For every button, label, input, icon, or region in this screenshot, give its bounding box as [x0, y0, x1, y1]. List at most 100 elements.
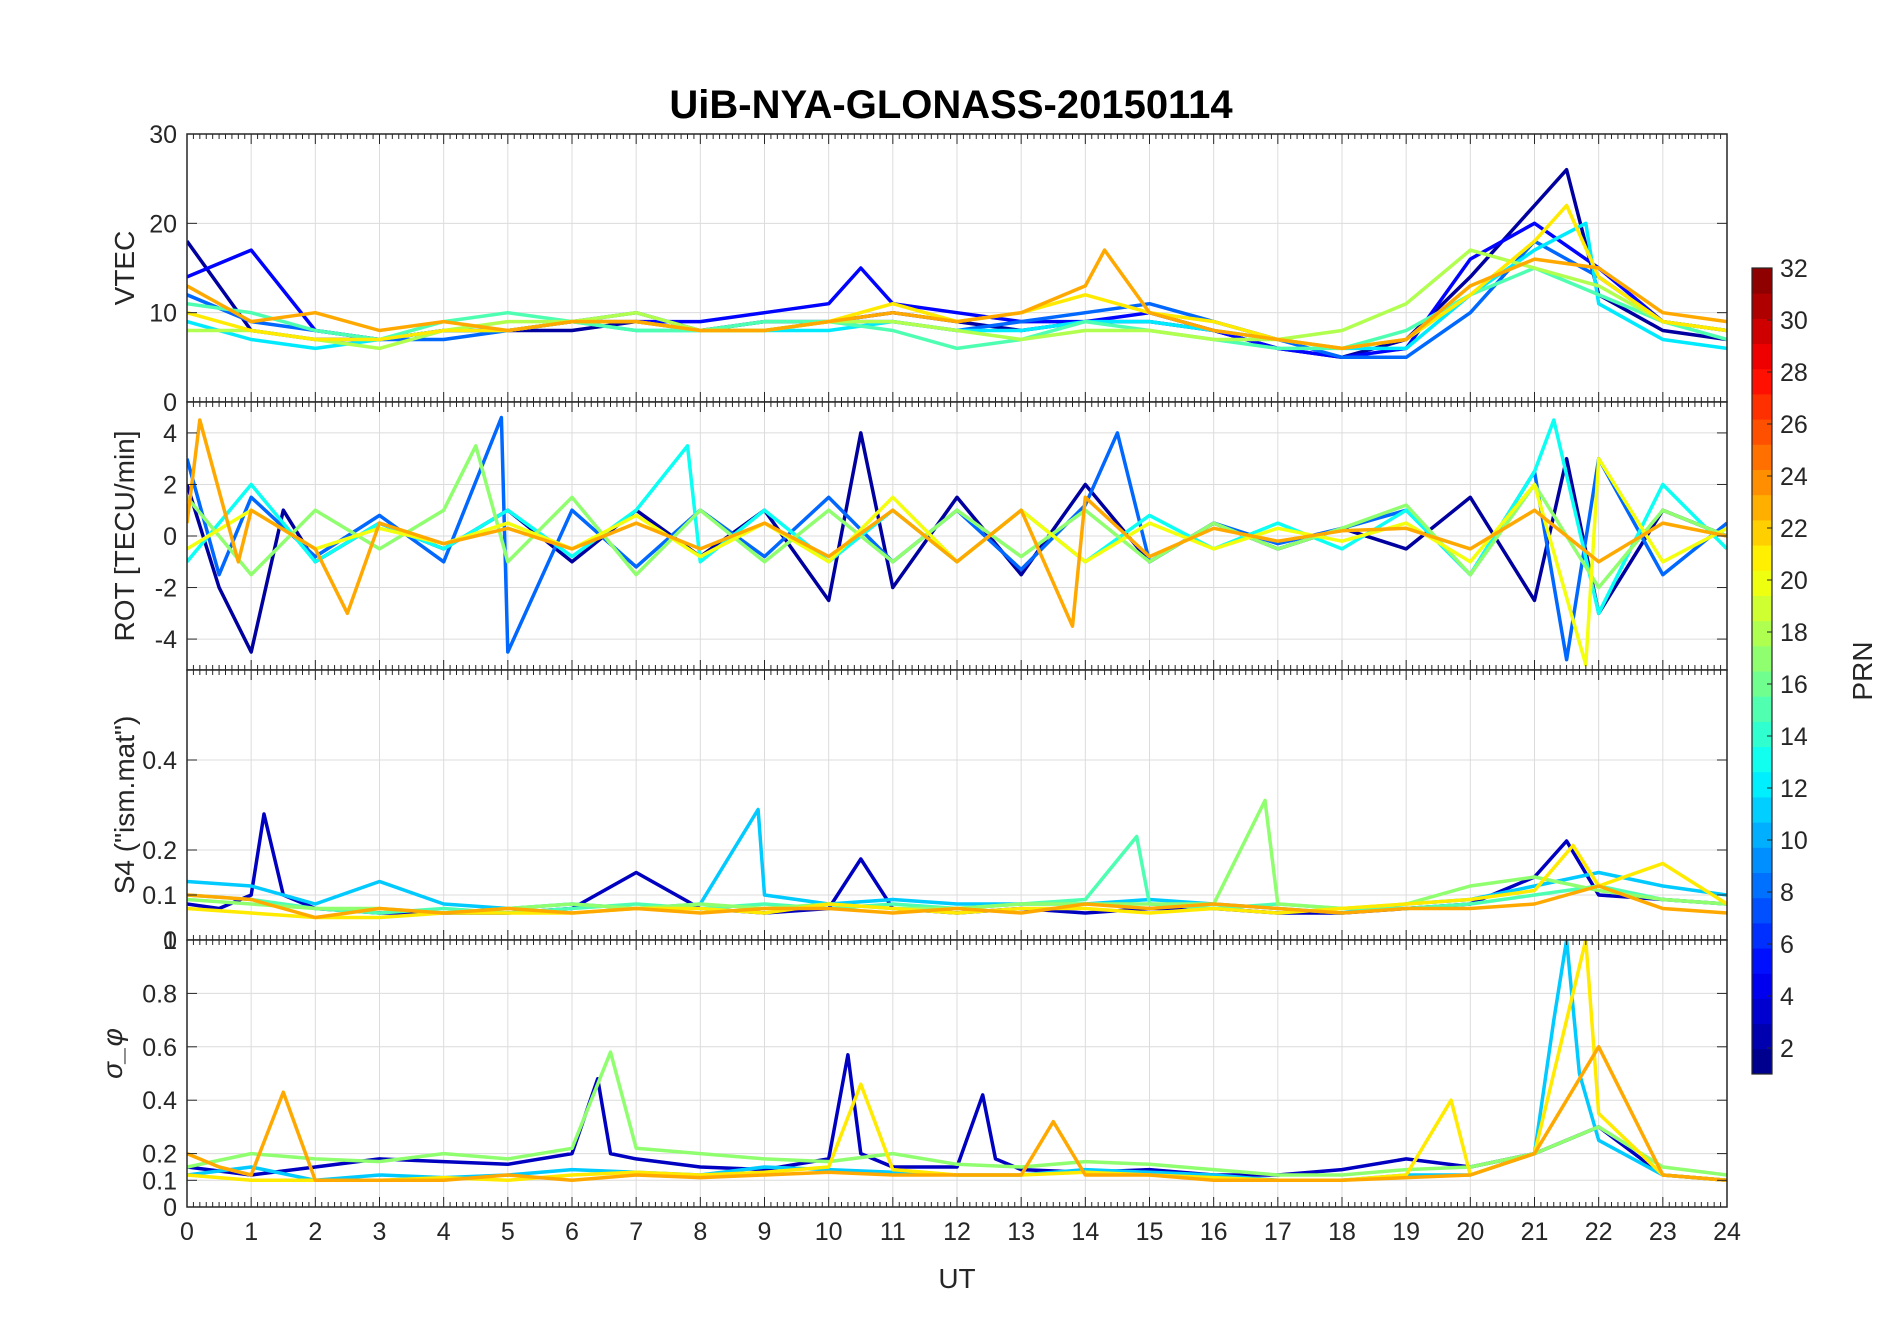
colorbar-swatch: [1752, 847, 1772, 873]
colorbar-tick-label: 14: [1780, 723, 1808, 751]
colorbar-tick-label: 24: [1780, 463, 1808, 491]
y-axis-label: S4 ("ism.mat"): [109, 716, 140, 895]
y-tick-label: 0.2: [142, 837, 177, 865]
colorbar-tick-label: 20: [1780, 567, 1808, 595]
colorbar-tick-label: 12: [1780, 775, 1808, 803]
x-tick-label: 6: [565, 1218, 579, 1246]
series-group: [187, 798, 1727, 920]
panel-frame: [186, 939, 1728, 1208]
x-tick-label: 19: [1392, 1218, 1420, 1246]
colorbar-tick-label: 32: [1780, 255, 1808, 283]
colorbar-tick-label: 2: [1780, 1035, 1794, 1063]
series-line-prn-23: [187, 1045, 1727, 1183]
y-tick-label: 0.4: [142, 747, 177, 775]
colorbar-tick-label: 10: [1780, 827, 1808, 855]
colorbar-swatch: [1752, 872, 1772, 899]
x-tick-label: 1: [244, 1218, 258, 1246]
colorbar-swatch: [1752, 545, 1772, 571]
colorbar-swatch: [1752, 393, 1772, 420]
colorbar-swatch: [1752, 318, 1772, 345]
x-tick-label: 0: [180, 1218, 194, 1246]
y-tick-label: 0: [163, 389, 177, 417]
colorbar-swatch: [1752, 293, 1772, 319]
colorbar-swatch: [1752, 1023, 1772, 1050]
y-tick-label: -4: [155, 626, 177, 654]
colorbar-swatch: [1752, 973, 1772, 999]
x-tick-label: 22: [1585, 1218, 1613, 1246]
colorbar-tick-label: 22: [1780, 515, 1808, 543]
x-tick-label: 12: [943, 1218, 971, 1246]
series-line-prn-23: [187, 884, 1727, 920]
colorbar-label: PRN: [1847, 641, 1878, 700]
y-tick-label: 0: [163, 927, 177, 955]
colorbar-tick-label: 28: [1780, 359, 1808, 387]
x-axis-label: UT: [938, 1263, 975, 1294]
x-tick-label: 3: [373, 1218, 387, 1246]
colorbar-swatch: [1752, 746, 1772, 773]
x-tick-label: 7: [629, 1218, 643, 1246]
y-tick-label: 1: [163, 927, 177, 955]
y-tick-label: 0: [163, 1194, 177, 1222]
colorbar-swatch: [1752, 922, 1772, 949]
colorbar-swatch: [1752, 721, 1772, 748]
colorbar-swatch: [1752, 343, 1772, 370]
series-line-prn-17: [187, 1050, 1727, 1177]
colorbar-swatch: [1752, 419, 1772, 445]
x-tick-label: 16: [1200, 1218, 1228, 1246]
series-line-prn-23: [187, 418, 1727, 628]
colorbar-swatch: [1752, 570, 1772, 596]
colorbar-swatch: [1752, 1048, 1772, 1075]
x-tick-label: 18: [1328, 1218, 1356, 1246]
y-tick-label: 0.4: [142, 1087, 177, 1115]
colorbar-tick-label: 16: [1780, 671, 1808, 699]
colorbar-tick-label: 18: [1780, 619, 1808, 647]
x-tick-label: 14: [1071, 1218, 1099, 1246]
y-tick-label: 0.1: [142, 1167, 177, 1195]
colorbar-tick-label: 8: [1780, 879, 1794, 907]
colorbar-swatch: [1752, 771, 1772, 798]
y-tick-label: 0: [163, 523, 177, 551]
panel-vtec: 0 10 20 30 VTEC: [109, 121, 1728, 417]
y-tick-label: 0.6: [142, 1034, 177, 1062]
y-tick-label: 20: [149, 210, 177, 238]
colorbar-swatch: [1752, 268, 1772, 294]
x-tick-label: 15: [1136, 1218, 1164, 1246]
colorbar-swatch: [1752, 948, 1772, 974]
colorbar-swatch: [1752, 368, 1772, 395]
colorbar-swatch: [1752, 671, 1772, 697]
colorbar-swatch: [1752, 822, 1772, 848]
colorbar-swatch: [1752, 469, 1772, 496]
y-tick-label: 0.2: [142, 1141, 177, 1169]
colorbar-tick-label: 4: [1780, 983, 1794, 1011]
x-tick-label: 21: [1521, 1218, 1549, 1246]
colorbar-swatch: [1752, 897, 1772, 924]
y-axis-label: ROT [TECU/min]: [109, 430, 140, 641]
x-tick-label: 8: [693, 1218, 707, 1246]
x-tick-label: 11: [880, 1218, 906, 1246]
y-tick-label: 4: [163, 420, 177, 448]
x-tick-label: 13: [1007, 1218, 1035, 1246]
series-line-prn-23: [187, 248, 1727, 351]
x-tick-label: 2: [308, 1218, 322, 1246]
colorbar-tick-label: 6: [1780, 931, 1794, 959]
x-tick-label: 20: [1456, 1218, 1484, 1246]
x-tick-label: 9: [758, 1218, 772, 1246]
panel-rot: -4 -2 0 2 4 ROT [TECU/min]: [109, 401, 1728, 671]
x-tick-label: 4: [437, 1218, 451, 1246]
y-tick-label: -2: [155, 575, 177, 603]
series-group: [187, 415, 1727, 667]
y-tick-label: 0.1: [142, 882, 177, 910]
y-tick-label: 2: [163, 471, 177, 499]
y-tick-label: 0.8: [142, 980, 177, 1008]
x-tick-label: 17: [1264, 1218, 1292, 1246]
colorbar-swatch: [1752, 620, 1772, 647]
chart-title: UiB-NYA-GLONASS-20150114: [669, 83, 1233, 127]
colorbar-swatch: [1752, 444, 1772, 470]
colorbar-swatch: [1752, 519, 1772, 546]
colorbar-swatch: [1752, 998, 1772, 1025]
y-tick-label: 30: [149, 121, 177, 149]
panel-s4: 0 0.1 0.2 0.4S4 ("ism.mat"): [109, 669, 1728, 955]
colorbar-frame: [1751, 267, 1773, 1075]
